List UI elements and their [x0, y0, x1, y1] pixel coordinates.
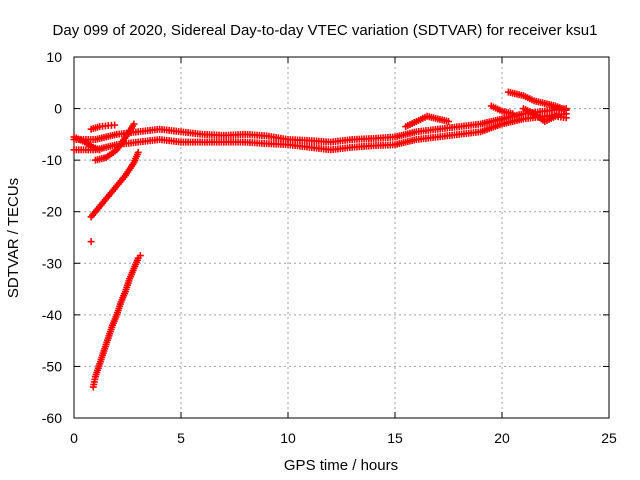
- y-tick-label: -20: [42, 204, 62, 220]
- data-point-fill: [101, 122, 109, 130]
- data-points: [70, 88, 570, 391]
- x-axis-label: GPS time / hours: [284, 457, 398, 474]
- x-tick-label: 15: [387, 430, 403, 446]
- data-point: [136, 252, 144, 260]
- y-tick-label: -60: [42, 410, 62, 426]
- y-tick-label: -10: [42, 152, 62, 168]
- x-tick-label: 25: [601, 430, 617, 446]
- data-point-fill: [104, 336, 112, 344]
- data-point-fill: [133, 256, 141, 264]
- data-point-fill: [107, 121, 115, 129]
- x-tick-label: 0: [70, 430, 78, 446]
- data-point-fill: [94, 123, 102, 131]
- data-point-fill: [496, 121, 504, 129]
- data-point-fill: [129, 122, 137, 130]
- y-tick-label: 10: [46, 49, 62, 65]
- data-point-fill: [507, 109, 515, 117]
- data-point-fill: [560, 113, 568, 121]
- data-point-fill: [474, 128, 482, 136]
- data-point-fill: [410, 128, 418, 136]
- data-point-fill: [94, 145, 102, 153]
- data-point-fill: [125, 277, 133, 285]
- y-tick-label: -30: [42, 255, 62, 271]
- data-point-fill: [95, 362, 103, 370]
- data-point-fill: [79, 137, 87, 145]
- data-point-fill: [496, 106, 504, 114]
- x-tick-label: 10: [280, 430, 296, 446]
- data-point-fill: [91, 375, 99, 383]
- data-point-fill: [133, 150, 141, 158]
- data-point-fill: [528, 109, 536, 117]
- data-point-fill: [410, 118, 418, 126]
- data-point-fill: [111, 131, 119, 139]
- data-point-fill: [517, 91, 525, 99]
- data-point-fill: [549, 101, 557, 109]
- data-point-fill: [122, 132, 130, 140]
- data-point-fill: [87, 142, 95, 150]
- data-point-fill: [112, 313, 120, 321]
- x-tick-label: 20: [494, 430, 510, 446]
- chart-title: Day 099 of 2020, Sidereal Day-to-day VTE…: [53, 22, 598, 39]
- data-point-fill: [100, 154, 108, 162]
- data-point-fill: [129, 161, 137, 169]
- data-point-fill: [442, 117, 450, 125]
- data-point-fill: [99, 349, 107, 357]
- data-point-fill: [410, 136, 418, 144]
- data-point-fill: [121, 290, 129, 298]
- data-point-fill: [120, 173, 128, 181]
- data-point-fill: [129, 267, 137, 275]
- axis-ticks: 0 5 10 15 20 25 10 0 -10 -20 -30 -40 -50 -60: [42, 49, 617, 446]
- plot-frame: [73, 56, 610, 419]
- y-tick-label: 0: [54, 101, 62, 117]
- data-point-fill: [432, 114, 440, 122]
- data-point: [87, 238, 95, 246]
- y-axis-label: SDTVAR / TECUs: [5, 178, 22, 298]
- data-point-fill: [560, 105, 568, 113]
- y-tick-label: -40: [42, 307, 62, 323]
- data-point-fill: [116, 300, 124, 308]
- x-tick-label: 5: [177, 430, 185, 446]
- data-point-fill: [108, 323, 116, 331]
- y-tick-label: -50: [42, 358, 62, 374]
- data-point-fill: [517, 115, 525, 123]
- data-point-fill: [539, 99, 547, 107]
- data-point-fill: [528, 96, 536, 104]
- data-point-fill: [474, 120, 482, 128]
